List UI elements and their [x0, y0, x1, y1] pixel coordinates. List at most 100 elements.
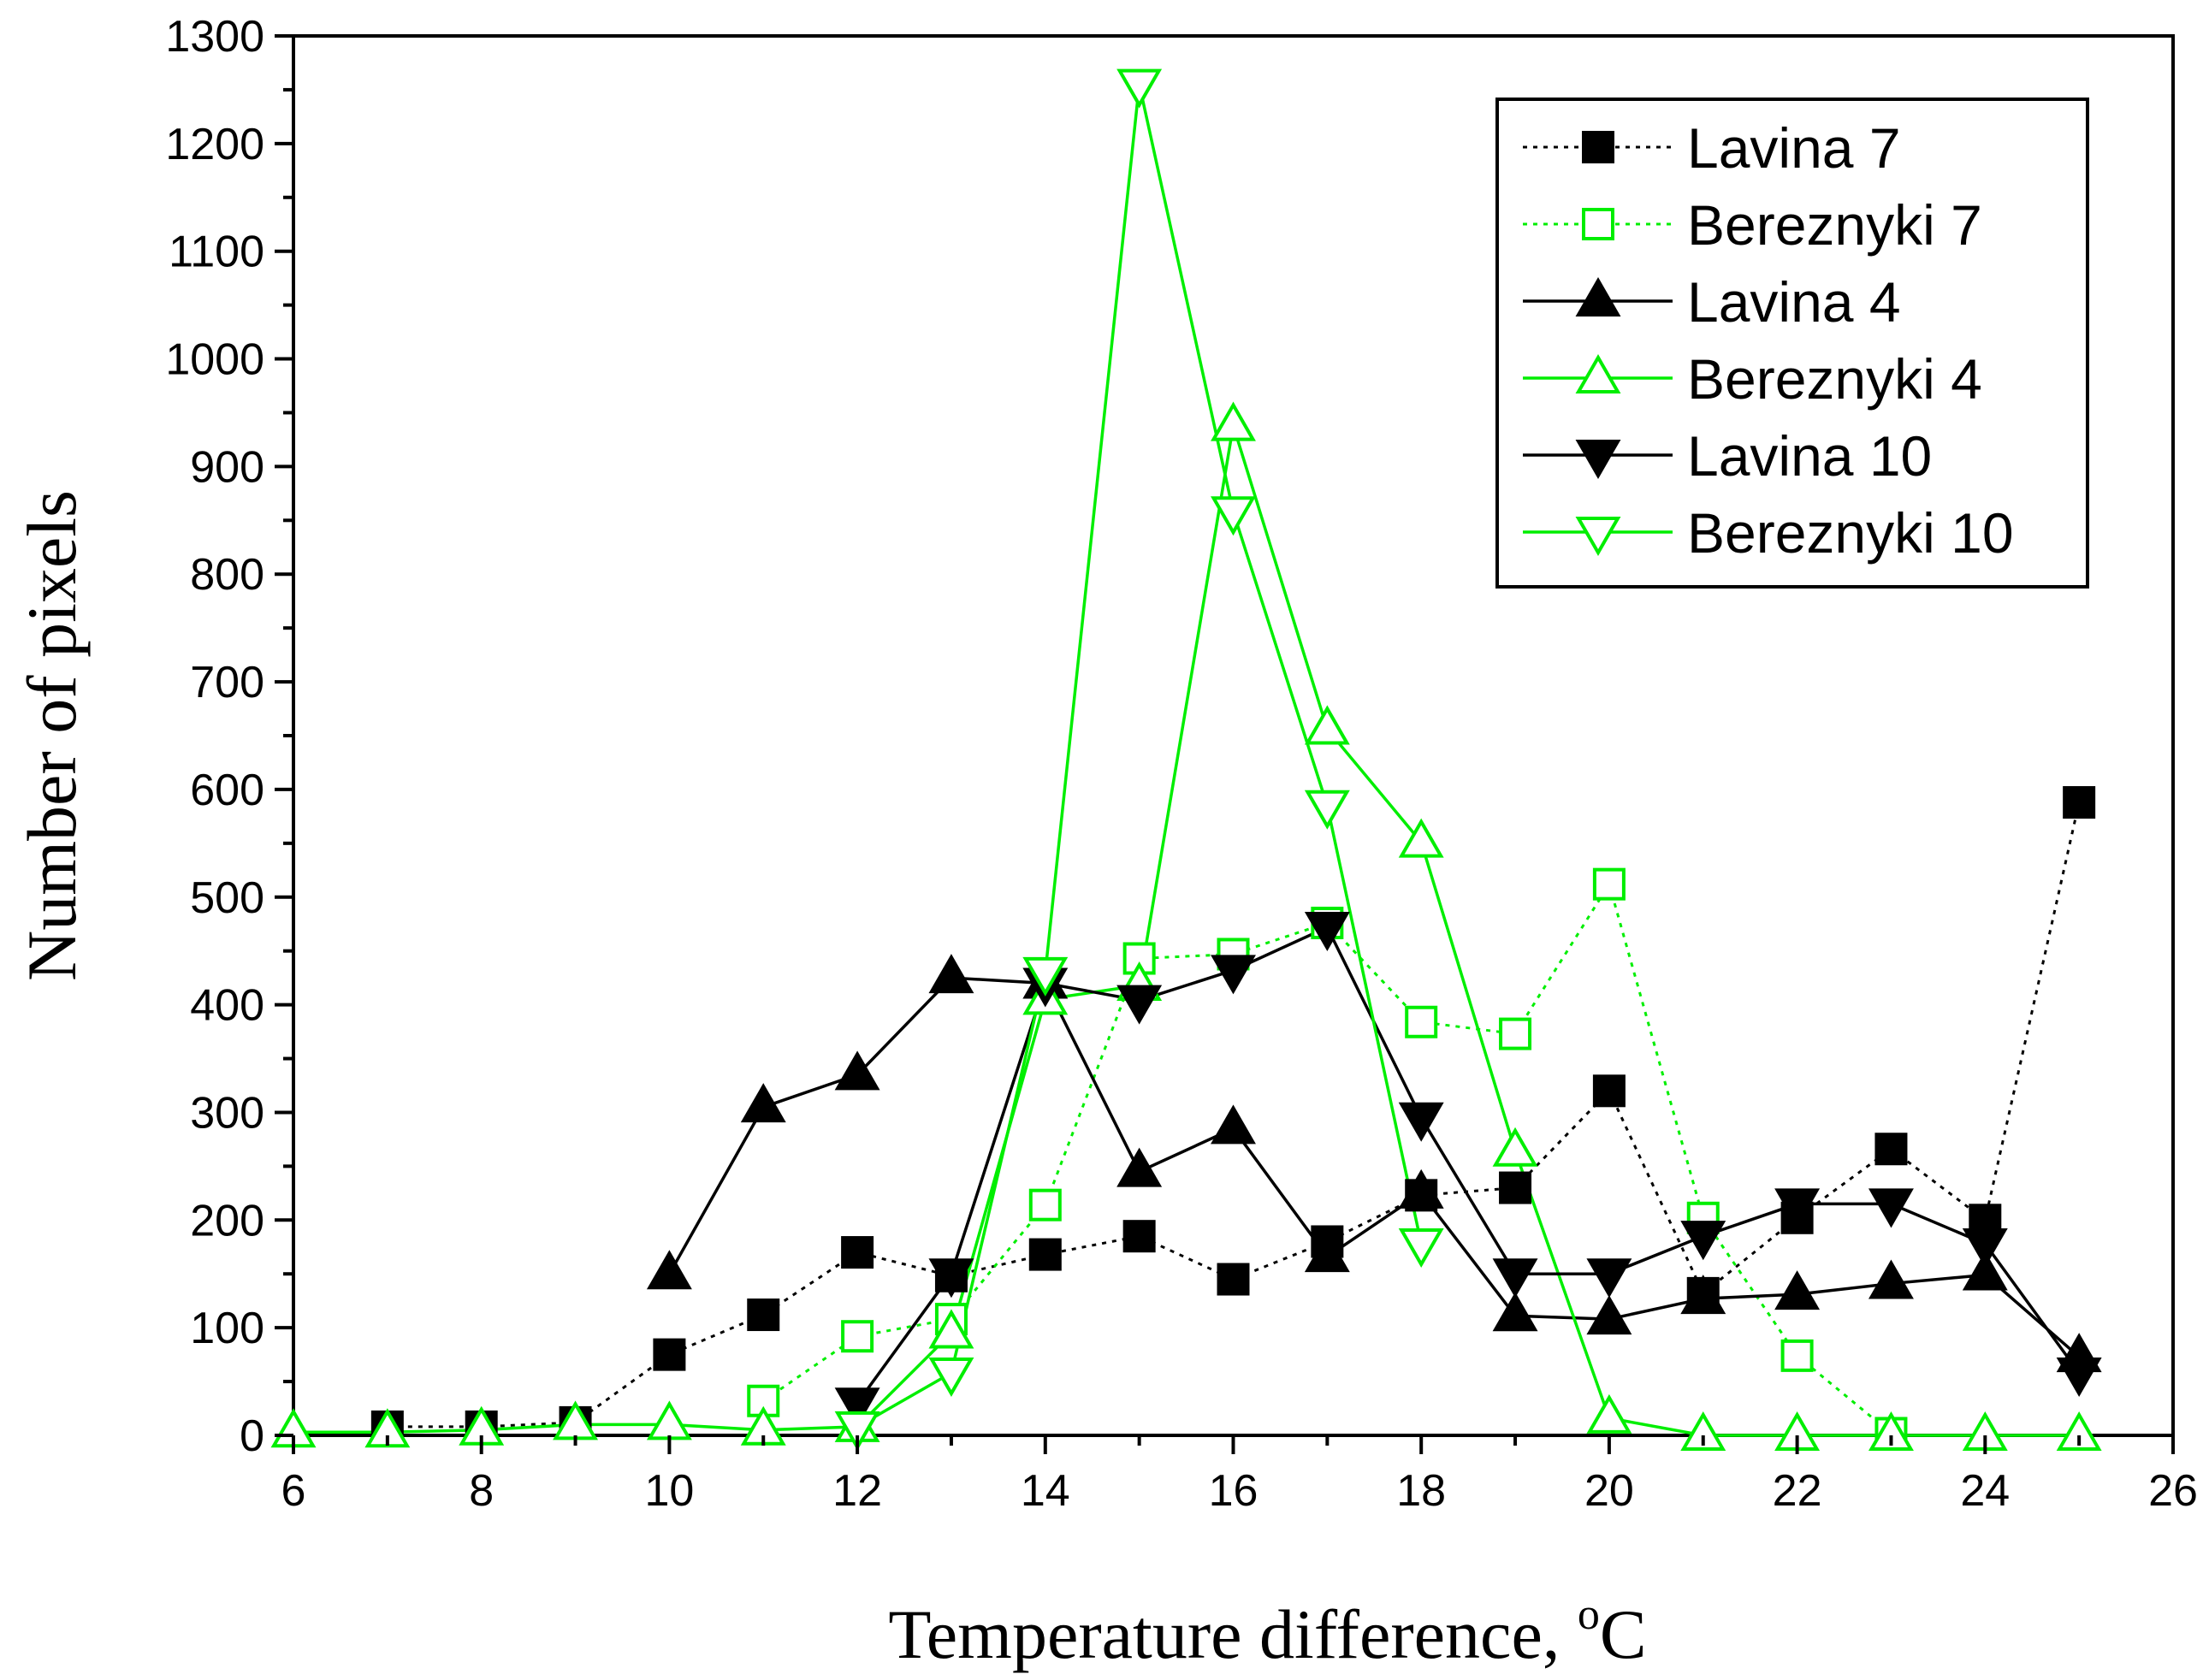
y-tick-label: 1200 — [165, 120, 264, 169]
data-point-bereznyki-10 — [1398, 1227, 1444, 1269]
data-point-lavina-4 — [740, 1083, 786, 1123]
data-point-lavina-4 — [1586, 1295, 1632, 1335]
y-tick-label: 200 — [190, 1196, 264, 1245]
x-tick-label: 10 — [644, 1466, 694, 1516]
data-point-bereznyki-4 — [1868, 1411, 1914, 1451]
data-point-bereznyki-4 — [1680, 1411, 1726, 1451]
legend-marker-lavina-4 — [1575, 276, 1621, 316]
y-tick-label: 600 — [190, 766, 264, 815]
data-point-lavina-10 — [1492, 1258, 1538, 1298]
y-tick-label: 500 — [190, 873, 264, 923]
data-point-bereznyki-10 — [1304, 790, 1350, 830]
legend-label-bereznyki-7: Bereznyki 7 — [1687, 193, 1982, 257]
data-point-lavina-7 — [747, 1298, 780, 1332]
data-point-lavina-4 — [1116, 1147, 1163, 1187]
legend-label-lavina-7: Lavina 7 — [1687, 116, 1901, 180]
y-tick-label: 300 — [190, 1088, 264, 1138]
data-point-bereznyki-10 — [1116, 68, 1163, 109]
x-axis-title: Temperature difference, oC — [888, 1590, 1646, 1673]
data-point-lavina-7 — [1028, 1238, 1062, 1271]
series-line-lavina-4 — [667, 976, 2081, 1358]
legend-label-bereznyki-10: Bereznyki 10 — [1687, 501, 2014, 565]
x-axis-title-unit: C — [1600, 1595, 1647, 1673]
data-point-bereznyki-10 — [1022, 956, 1069, 997]
data-point-lavina-10 — [1774, 1188, 1821, 1228]
marker-layer — [270, 68, 2102, 1451]
data-point-lavina-4 — [928, 954, 974, 994]
legend-label-lavina-10: Lavina 10 — [1687, 424, 1932, 488]
x-tick-label: 8 — [469, 1466, 494, 1516]
data-point-lavina-7 — [1874, 1133, 1908, 1166]
data-point-bereznyki-7 — [1499, 1017, 1532, 1050]
y-tick-label: 1000 — [165, 335, 264, 385]
legend: Lavina 7 Bereznyki 7 Lavina 4 Bereznyki 4 La… — [1495, 98, 2089, 589]
data-point-lavina-10 — [928, 1258, 974, 1298]
data-point-lavina-4 — [1774, 1270, 1821, 1310]
x-tick-label: 26 — [2148, 1466, 2198, 1516]
x-tick-label: 12 — [832, 1466, 882, 1516]
data-point-lavina-7 — [653, 1338, 686, 1371]
legend-marker-lavina-10 — [1575, 440, 1621, 480]
y-tick-label: 700 — [190, 658, 264, 707]
data-point-lavina-4 — [1492, 1292, 1538, 1332]
data-point-bereznyki-10 — [928, 1358, 974, 1398]
data-point-bereznyki-4 — [1304, 705, 1350, 745]
y-tick-label: 900 — [190, 442, 264, 492]
y-tick-label: 400 — [190, 981, 264, 1031]
legend-marker-bereznyki-10 — [1575, 517, 1621, 557]
y-tick-label: 800 — [190, 550, 264, 600]
data-point-lavina-10 — [1680, 1221, 1726, 1261]
data-point-lavina-4 — [646, 1250, 692, 1290]
data-point-bereznyki-4 — [364, 1408, 411, 1448]
y-tick-label: 1100 — [169, 228, 264, 277]
data-point-bereznyki-7 — [1780, 1339, 1814, 1372]
data-point-lavina-7 — [1592, 1074, 1626, 1108]
data-point-bereznyki-10 — [1211, 496, 1256, 536]
x-axis-title-text: Temperature difference, — [888, 1595, 1577, 1673]
data-point-lavina-4 — [1398, 1168, 1444, 1209]
y-axis-title: Number of pixels — [13, 490, 91, 981]
data-point-bereznyki-4 — [1586, 1393, 1632, 1434]
data-point-lavina-7 — [1499, 1171, 1532, 1204]
data-point-lavina-10 — [1868, 1188, 1914, 1228]
data-point-lavina-7 — [1217, 1263, 1250, 1296]
data-point-bereznyki-4 — [1492, 1127, 1538, 1167]
legend-box — [1495, 98, 2089, 589]
x-tick-label: 16 — [1209, 1466, 1258, 1516]
legend-label-bereznyki-4: Bereznyki 4 — [1687, 347, 1982, 411]
legend-marker-bereznyki-4 — [1575, 353, 1621, 393]
x-tick-label: 14 — [1021, 1466, 1070, 1516]
data-point-lavina-10 — [1211, 955, 1256, 995]
data-point-bereznyki-10 — [834, 1411, 880, 1451]
x-axis-title-superscript: o — [1578, 1590, 1600, 1639]
x-tick-label: 6 — [281, 1466, 306, 1516]
data-point-bereznyki-4 — [1211, 401, 1256, 441]
data-point-lavina-10 — [1586, 1258, 1632, 1298]
data-point-lavina-4 — [1680, 1275, 1726, 1315]
data-point-lavina-10 — [1962, 1227, 2008, 1269]
data-point-bereznyki-7 — [1592, 867, 1626, 901]
data-point-lavina-10 — [834, 1387, 880, 1428]
data-point-lavina-7 — [1122, 1220, 1156, 1253]
legend-marker-bereznyki-7 — [1582, 208, 1614, 240]
axis-layer: 6 8 10 12 14 16 18 20 22 24 26 0 100 200 300 400 500 600 7… — [13, 12, 2198, 1673]
data-point-bereznyki-7 — [841, 1320, 874, 1353]
data-point-bereznyki-4 — [928, 1309, 974, 1349]
y-tick-label: 1300 — [165, 12, 264, 62]
data-point-bereznyki-4 — [646, 1400, 692, 1440]
data-point-lavina-4 — [1962, 1251, 2008, 1291]
legend-marker-lavina-7 — [1582, 131, 1614, 163]
data-point-lavina-4 — [1304, 1233, 1350, 1273]
y-tick-label: 0 — [240, 1411, 264, 1461]
data-point-lavina-10 — [1398, 1102, 1444, 1142]
data-point-lavina-7 — [2063, 786, 2096, 819]
data-point-lavina-4 — [1868, 1259, 1914, 1299]
data-point-lavina-10 — [1304, 912, 1350, 952]
y-tick-label: 100 — [190, 1304, 264, 1353]
x-tick-label: 18 — [1396, 1466, 1446, 1516]
data-point-lavina-10 — [1116, 985, 1163, 1025]
data-point-bereznyki-7 — [1405, 1005, 1438, 1038]
data-point-lavina-4 — [834, 1050, 880, 1091]
x-tick-label: 22 — [1773, 1466, 1822, 1516]
